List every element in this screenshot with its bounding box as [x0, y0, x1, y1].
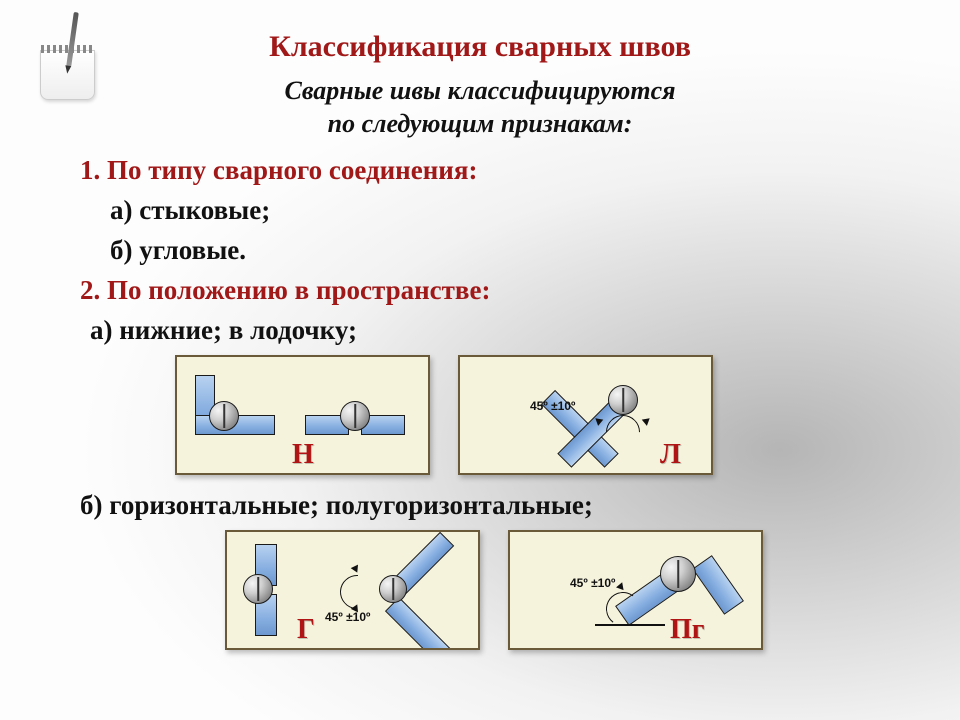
- diagram-label-horizontal: Г: [297, 614, 315, 646]
- subtitle-line-2: по следующим признакам:: [328, 109, 633, 138]
- section-1-heading: 1. По типу сварного соединения:: [80, 155, 477, 186]
- diagram-semi-horizontal: 45º ±10º Пг: [508, 530, 763, 650]
- section-1-item-b: б) угловые.: [110, 235, 246, 266]
- page-subtitle: Сварные швы классифицируются по следующи…: [0, 75, 960, 140]
- diagram-label-lower: Н: [292, 439, 314, 471]
- diagram-row-1: Н 45º ±10º Л: [175, 355, 713, 475]
- angle-label-horizontal: 45º ±10º: [325, 610, 370, 624]
- page-title: Классификация сварных швов: [0, 30, 960, 64]
- diagram-label-boat: Л: [660, 439, 681, 471]
- section-1-item-a: а) стыковые;: [110, 195, 270, 226]
- angle-label-boat: 45º ±10º: [530, 399, 575, 413]
- subtitle-line-1: Сварные швы классифицируются: [284, 76, 675, 105]
- diagram-row-2: 45º ±10º Г 45º ±10º Пг: [225, 530, 763, 650]
- section-2-heading: 2. По положению в пространстве:: [80, 275, 490, 306]
- diagram-boat: 45º ±10º Л: [458, 355, 713, 475]
- diagram-label-semi-horizontal: Пг: [670, 614, 705, 646]
- angle-label-semi-horizontal: 45º ±10º: [570, 576, 615, 590]
- diagram-lower: Н: [175, 355, 430, 475]
- section-2-item-b: б) горизонтальные; полугоризонтальные;: [80, 490, 593, 521]
- section-2-item-a: а) нижние; в лодочку;: [90, 315, 357, 346]
- diagram-horizontal: 45º ±10º Г: [225, 530, 480, 650]
